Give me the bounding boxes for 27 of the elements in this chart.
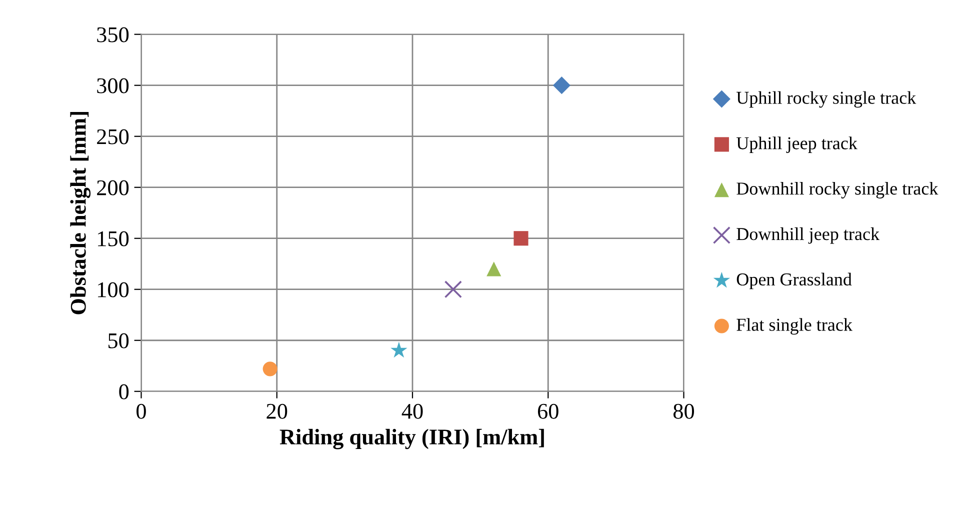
y-tick-label: 200 xyxy=(97,180,129,196)
x-tick-label: 0 xyxy=(136,404,146,419)
y-tick-label: 250 xyxy=(97,129,129,144)
y-tick-label: 150 xyxy=(98,231,129,246)
y-tick-label: 50 xyxy=(108,333,129,348)
point xyxy=(444,280,462,298)
x-tick-label: 60 xyxy=(538,404,558,419)
legend-label: Flat single track xyxy=(736,318,852,335)
x-tick-label: 40 xyxy=(402,404,423,419)
legend-label: Uphill jeep track xyxy=(736,136,858,154)
point xyxy=(390,342,408,358)
point xyxy=(552,76,570,94)
y-tick-label: 0 xyxy=(119,384,129,400)
y-tick-label: 100 xyxy=(98,282,129,298)
legend-label: Downhill jeep track xyxy=(736,227,880,244)
point xyxy=(514,231,528,246)
x-tick-label: 80 xyxy=(673,404,694,419)
point xyxy=(262,362,278,376)
legend-label: Open Grassland xyxy=(736,272,852,290)
x-axis-title: Riding quality (IRI) [m/km] xyxy=(280,428,544,450)
point xyxy=(486,262,502,276)
y-axis-title: Obstacle height [mm] xyxy=(70,112,91,314)
legend-label: Downhill rocky single track xyxy=(736,182,938,198)
y-tick-label: 300 xyxy=(97,78,129,94)
x-tick-label: 20 xyxy=(266,404,288,419)
y-tick-label: 350 xyxy=(97,27,129,42)
legend-label: Uphill rocky single track xyxy=(736,91,916,108)
